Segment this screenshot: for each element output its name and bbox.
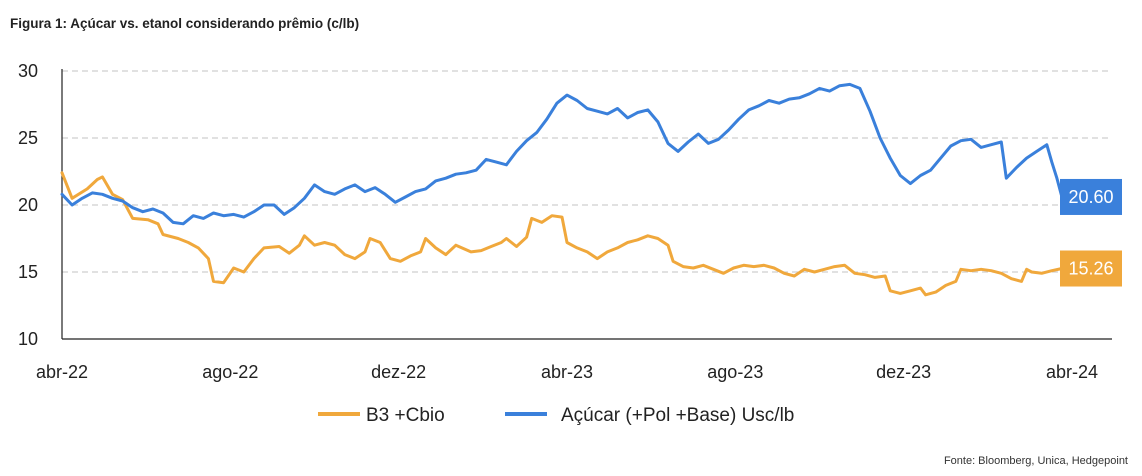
chart-title: Figura 1: Açúcar vs. etanol considerando… [10, 16, 360, 31]
legend-label: B3 +Cbio [366, 405, 445, 426]
x-tick-label: ago-23 [707, 362, 763, 382]
series-line-acucar [60, 82, 1064, 226]
source-note: Fonte: Bloomberg, Unica, Hedgepoint [943, 455, 1128, 467]
end-label-box [1060, 250, 1122, 287]
x-tick-label: dez-22 [371, 362, 426, 382]
end-value-labels: 15.26 20.60 [1060, 178, 1122, 287]
y-tick-label: 15 [18, 262, 38, 282]
end-label-value: 15.26 [1068, 259, 1113, 279]
series-lines [60, 82, 1064, 297]
x-axis-ticks: abr-22 ago-22 dez-22 abr-23 ago-23 dez-23 abr-… [36, 362, 1098, 382]
y-tick-label: 20 [18, 195, 38, 215]
gridlines [62, 70, 1112, 273]
x-tick-label: abr-24 [1046, 362, 1098, 382]
axes [61, 69, 1112, 340]
legend-label: Açúcar (+Pol +Base) Usc/lb [561, 405, 794, 426]
y-tick-label: 10 [18, 329, 38, 349]
y-axis-ticks: 10 15 20 25 30 [18, 61, 38, 349]
end-label-box [1060, 178, 1122, 215]
x-tick-label: abr-23 [541, 362, 593, 382]
end-label-value: 20.60 [1068, 187, 1113, 207]
legend: B3 +Cbio Açúcar (+Pol +Base) Usc/lb [318, 405, 794, 426]
x-tick-label: ago-22 [202, 362, 258, 382]
x-tick-label: abr-22 [36, 362, 88, 382]
y-tick-label: 30 [18, 61, 38, 81]
x-tick-label: dez-23 [876, 362, 931, 382]
y-tick-label: 25 [18, 128, 38, 148]
series-line-b3-cbio [60, 171, 1064, 297]
